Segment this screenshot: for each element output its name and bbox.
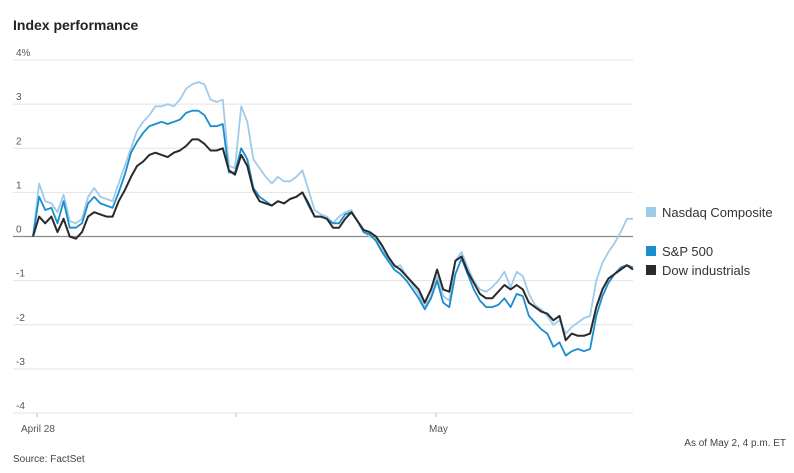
- grid-lines: [13, 59, 633, 414]
- legend-label: Nasdaq Composite: [662, 205, 773, 220]
- legend: Nasdaq Composite S&P 500 Dow industrials: [646, 205, 773, 278]
- chart-title: Index performance: [13, 17, 138, 33]
- legend-label: Dow industrials: [662, 263, 751, 278]
- y-tick-label: -3: [16, 357, 25, 368]
- y-axis-tick-labels: 4% 3 2 1 0 -1 -2 -3 -4: [16, 48, 31, 412]
- legend-label: S&P 500: [662, 244, 713, 259]
- x-tick-label: May: [429, 424, 448, 435]
- y-tick-label: 4%: [16, 48, 31, 59]
- legend-swatch: [646, 265, 656, 275]
- y-tick-label: -2: [16, 313, 25, 324]
- as-of-note: As of May 2, 4 p.m. ET: [684, 438, 786, 449]
- x-tick-label: April 28: [21, 424, 55, 435]
- series-line-dow-industrials: [32, 138, 634, 342]
- y-tick-label: -1: [16, 269, 25, 280]
- y-tick-label: 3: [16, 92, 22, 103]
- legend-swatch: [646, 246, 656, 256]
- series-line-s-p-500: [32, 109, 634, 357]
- y-tick-label: -4: [16, 401, 25, 412]
- x-axis: April 28 May: [21, 413, 448, 435]
- series-lines: [32, 81, 634, 357]
- y-tick-label: 1: [16, 180, 22, 191]
- legend-swatch: [646, 207, 656, 217]
- source-note: Source: FactSet: [13, 454, 85, 465]
- y-tick-label: 2: [16, 136, 22, 147]
- series-line-nasdaq-composite: [32, 81, 633, 335]
- y-tick-label: 0: [16, 225, 22, 236]
